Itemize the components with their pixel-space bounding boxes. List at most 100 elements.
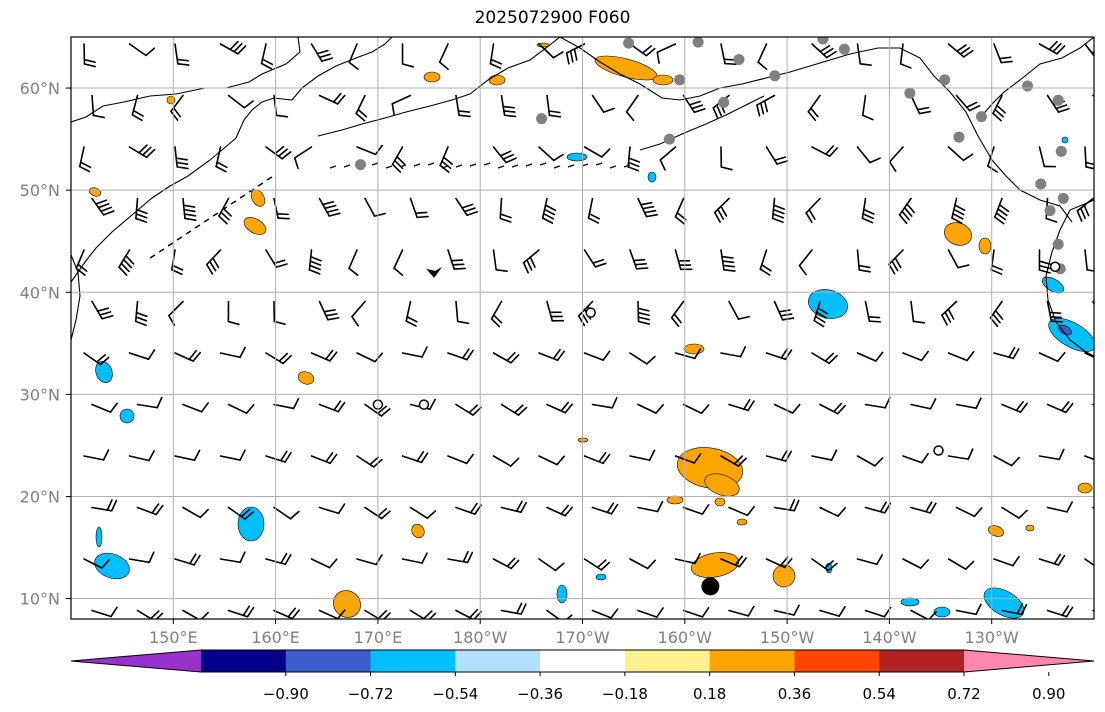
wind-barb [168, 300, 184, 317]
colorbar-extend-high [964, 650, 1094, 672]
barb-feather [760, 264, 772, 272]
wind-barb [310, 43, 323, 62]
barb-feather [1038, 260, 1051, 265]
wind-barb [500, 403, 520, 416]
barb-feather [990, 269, 1003, 275]
barb-feather [808, 208, 816, 220]
island-chain [385, 165, 393, 169]
barb-feather [601, 148, 611, 158]
barb-feather [291, 609, 300, 619]
wind-barb [856, 249, 861, 271]
barb-feather [243, 100, 254, 109]
wind-barb [318, 94, 339, 105]
wind-barb [773, 609, 795, 616]
barb-feather [499, 150, 512, 157]
wind-barb [318, 609, 339, 619]
barb-feather [807, 110, 817, 122]
wind-barb [364, 609, 381, 619]
wind-barb [219, 455, 241, 461]
barb-feather [324, 204, 337, 210]
wind-barb [993, 455, 1013, 467]
colorbar-segment [879, 650, 965, 672]
coastline [469, 37, 561, 95]
barb-feather [336, 94, 346, 105]
colorbar-segment [624, 650, 711, 672]
wind-barb [174, 146, 178, 168]
wind-barb [227, 506, 246, 520]
barb-feather [401, 63, 415, 68]
barb-feather [746, 505, 755, 517]
wind-barb [391, 94, 412, 105]
barb-feather [466, 210, 479, 217]
wind-barb [765, 455, 787, 462]
wind-barb [91, 300, 103, 320]
barb-feather [1048, 40, 1058, 51]
barb-feather [548, 114, 562, 118]
barb-feather [472, 406, 482, 416]
wind-barb [759, 249, 768, 270]
island-chain [239, 194, 246, 199]
colorbar-tick-label: −0.36 [517, 685, 563, 703]
precip-patch [95, 361, 113, 383]
precip-patch [488, 74, 506, 86]
barb-feather [145, 148, 156, 159]
wind-barb [625, 94, 639, 113]
barb-feather [148, 551, 155, 564]
barb-feather [502, 153, 515, 160]
barb-feather [1010, 456, 1020, 467]
barb-feather [625, 111, 635, 122]
barb-feather [700, 404, 710, 415]
barb-feather [763, 100, 769, 113]
barb-feather [899, 63, 912, 69]
barb-feather [461, 348, 470, 359]
wind-barb [899, 43, 904, 65]
lon-tick-label: 140°W [862, 628, 917, 647]
barb-feather [564, 506, 573, 517]
barb-feather [327, 317, 340, 321]
barb-feather [830, 449, 838, 461]
barb-feather [743, 398, 751, 410]
barb-feather [994, 309, 1004, 320]
barb-feather [329, 453, 338, 465]
wind-barb [898, 197, 912, 216]
barb-feather [416, 451, 425, 462]
barb-feather [995, 212, 1007, 221]
colorbar-tick-label: 0.54 [863, 685, 896, 703]
barb-feather [351, 315, 360, 327]
wind-barb [310, 352, 331, 362]
barb-feather [1099, 314, 1105, 316]
lat-tick-label: 10°N [20, 590, 60, 609]
wind-barb [771, 197, 776, 220]
colorbar-segment [540, 650, 626, 672]
wind-barb [409, 197, 418, 219]
barb-feather [280, 552, 288, 564]
barb-feather [465, 453, 474, 465]
pennant-marker [426, 266, 443, 278]
barb-feather [456, 320, 470, 325]
wind-barb [864, 300, 871, 322]
barb-feather [375, 554, 383, 566]
barb-feather [596, 559, 607, 569]
barb-feather [771, 217, 784, 224]
wind-barb [583, 249, 597, 268]
barb-feather [798, 264, 807, 276]
barb-feather [135, 311, 148, 318]
barb-feather [172, 107, 182, 118]
colorbar-outline [70, 649, 1095, 673]
barb-feather [78, 165, 91, 173]
barb-feather [239, 346, 246, 359]
barb-feather [721, 260, 735, 264]
barb-feather [721, 255, 734, 259]
colorbar-tick-label: 0.18 [693, 685, 726, 703]
barb-feather [97, 203, 110, 209]
barb-feather [468, 404, 479, 414]
barb-feather [101, 314, 114, 320]
barb-feather [780, 347, 789, 359]
wind-barb [308, 249, 313, 271]
wind-barb [1084, 455, 1094, 461]
wind-barb [659, 146, 677, 161]
barb-feather [1038, 269, 1051, 274]
barb-feather [237, 45, 247, 55]
wind-barb [987, 146, 995, 167]
wind-barb [215, 146, 222, 168]
